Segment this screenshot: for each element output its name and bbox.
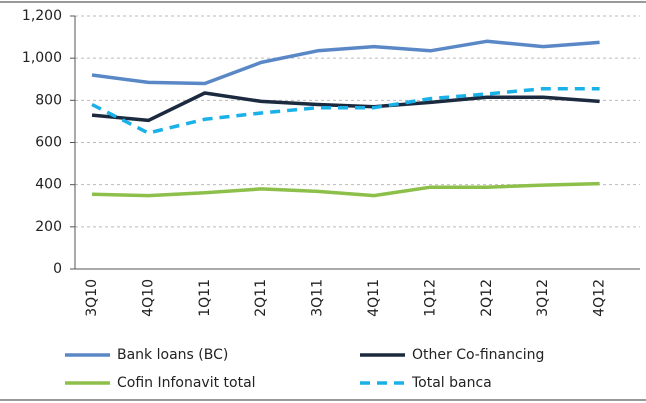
x-tick-label: 4Q10: [140, 279, 156, 317]
series-line: [91, 86, 600, 135]
y-tick-label: 1,200: [22, 8, 62, 24]
x-tick-label: 4Q11: [366, 279, 382, 317]
y-tick-label: 400: [35, 177, 62, 193]
series-line: [91, 39, 600, 86]
series-line: [91, 91, 600, 123]
legend-label: Cofin Infonavit total: [117, 375, 256, 391]
x-tick-label: 2Q11: [253, 279, 269, 317]
x-tick-label: 1Q11: [197, 279, 213, 317]
legend-label: Bank loans (BC): [117, 347, 228, 363]
x-tick-label: 3Q12: [535, 279, 551, 317]
y-tick-label: 1,000: [22, 50, 62, 66]
series-line: [91, 181, 600, 198]
x-tick-label: 3Q11: [310, 279, 326, 317]
x-tick-label: 1Q12: [422, 279, 438, 317]
legend-label: Total banca: [411, 375, 492, 391]
x-tick-label: 4Q12: [592, 279, 608, 317]
x-tick-label: 3Q10: [84, 279, 100, 317]
y-tick-label: 0: [53, 261, 62, 277]
x-tick-label: 2Q12: [479, 279, 495, 317]
y-tick-label: 800: [35, 92, 62, 108]
y-tick-label: 200: [35, 219, 62, 235]
y-tick-label: 600: [35, 135, 62, 151]
legend-label: Other Co-financing: [412, 347, 544, 363]
